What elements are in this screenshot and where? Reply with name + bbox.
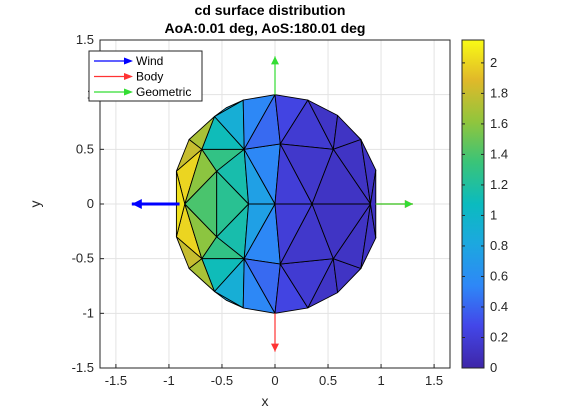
y-tick-label: -0.5 (72, 251, 94, 266)
x-tick-label: -0.5 (211, 373, 233, 388)
x-tick-label: -1.5 (105, 373, 127, 388)
colorbar-tick-label: 0.2 (490, 329, 508, 344)
legend-arrowhead (124, 88, 133, 96)
colorbar-scale (461, 39, 485, 369)
colorbar-tick-label: 0.8 (490, 238, 508, 253)
x-tick-label: 0 (271, 373, 278, 388)
chart-subtitle: AoA:0.01 deg, AoS:180.01 deg (165, 20, 366, 36)
colorbar-tick-label: 0 (490, 360, 497, 375)
colorbar-tick-label: 1.6 (490, 116, 508, 131)
mesh-face (311, 203, 371, 260)
mesh-face (175, 139, 203, 172)
surface-mesh (175, 94, 377, 314)
y-tick-label: 0.5 (76, 141, 94, 156)
legend-entry-label: Geometric (136, 85, 191, 99)
x-tick-label: 1 (377, 373, 384, 388)
vector-arrowhead (404, 200, 413, 208)
vector-arrowhead (271, 343, 279, 352)
y-tick-label: -1 (82, 305, 94, 320)
y-tick-label: 1.5 (76, 32, 94, 47)
vector-arrowhead (131, 199, 142, 209)
legend-entry-label: Wind (136, 54, 163, 68)
mesh-face (216, 170, 249, 238)
x-tick-label: 1.5 (425, 373, 443, 388)
x-axis-label: x (262, 393, 269, 409)
colorbar-tick-label: 0.4 (490, 299, 508, 314)
colorbar-tick-label: 1.8 (490, 85, 508, 100)
vectors (131, 56, 413, 352)
colorbar: 0 0.2 0.4 0.6 0.8 1 1.2 1.4 1.6 1.8 2 (461, 39, 508, 375)
colorbar-tick-label: 2 (490, 55, 497, 70)
colorbar-tick-label: 1 (490, 207, 497, 222)
legend-arrowhead (124, 73, 133, 80)
mesh-face (214, 291, 244, 309)
x-tick-label: 0.5 (319, 373, 337, 388)
colorbar-tick-label: 1.4 (490, 146, 508, 161)
y-tick-label: -1.5 (72, 360, 94, 375)
colorbar-tick-label: 1.2 (490, 177, 508, 192)
x-tick-label: -1 (163, 373, 175, 388)
mesh-face (175, 236, 203, 269)
legend-arrowhead (124, 57, 133, 65)
mesh-face (214, 99, 244, 117)
y-axis-label: y (27, 201, 43, 208)
x-ticks: -1.5 -1 -0.5 0 0.5 1 1.5 (105, 364, 443, 388)
legend-entry-label: Body (136, 70, 163, 84)
vector-arrowhead (271, 56, 279, 65)
y-tick-label: 0 (87, 196, 94, 211)
chart-title: cd surface distribution (195, 2, 346, 18)
colorbar-tick-label: 0.6 (490, 268, 508, 283)
